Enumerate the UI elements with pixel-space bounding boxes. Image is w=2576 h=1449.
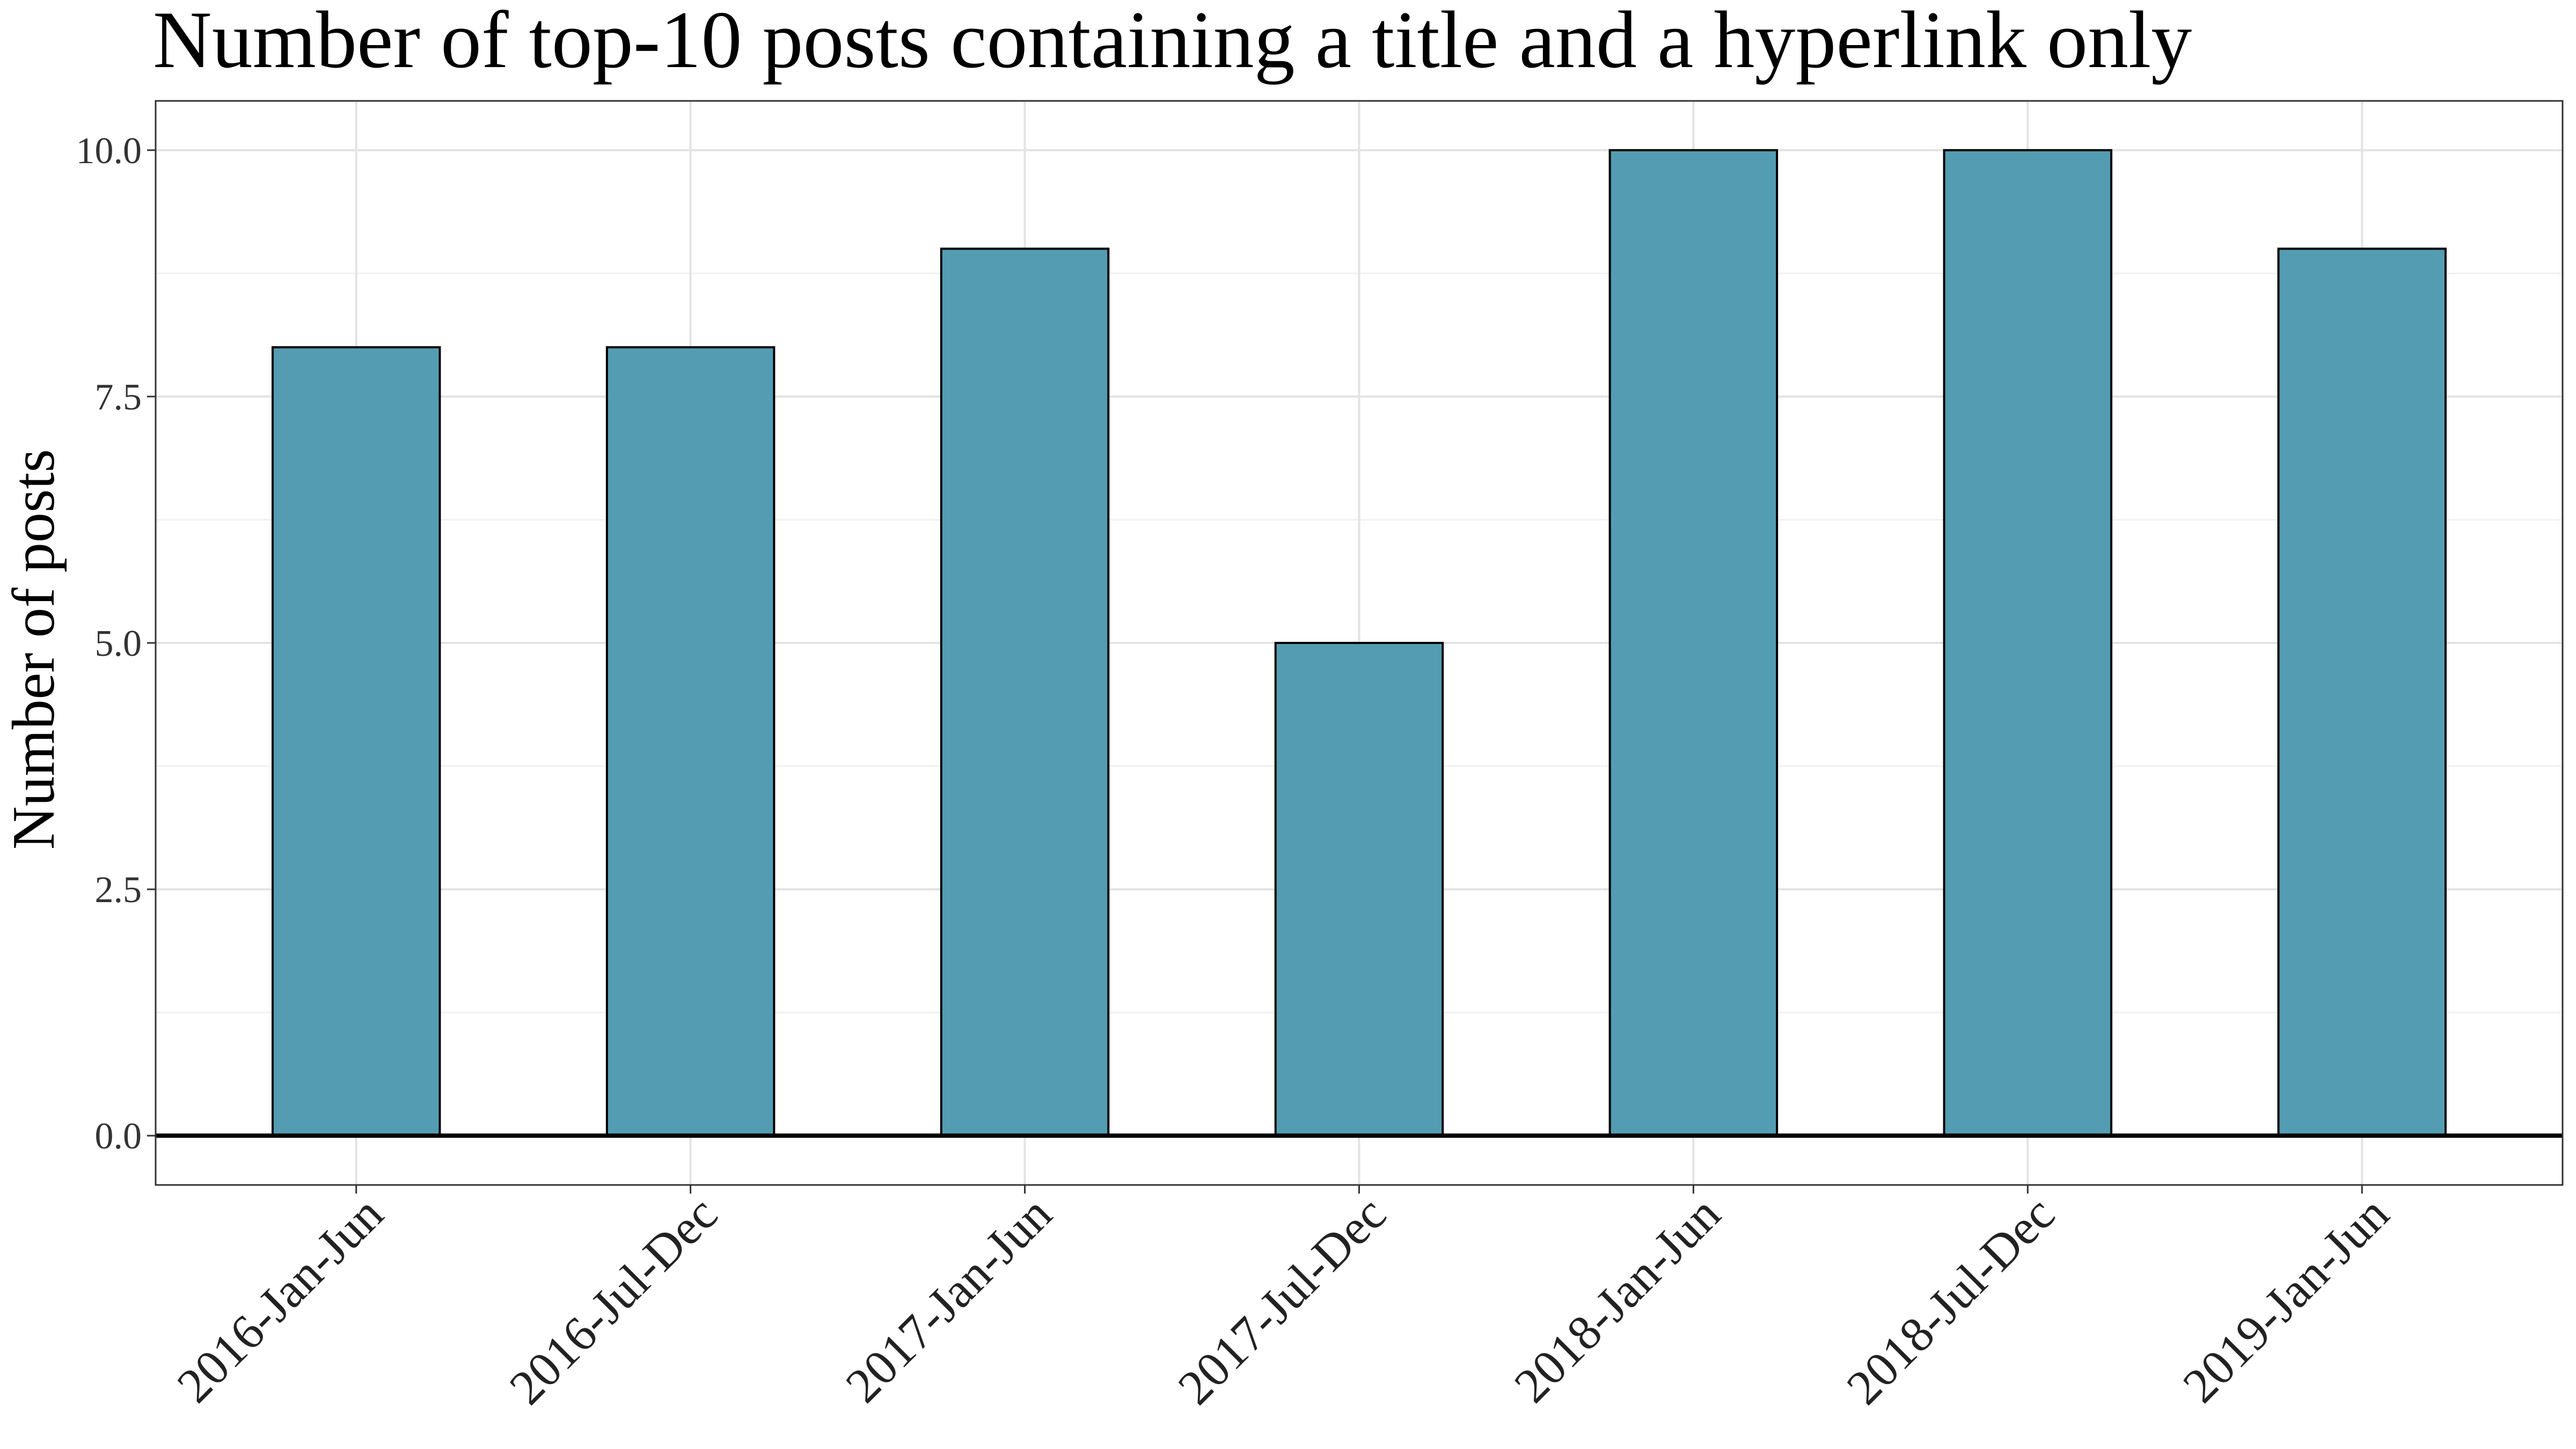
x-tick-label: 2016-Jul-Dec — [499, 1186, 728, 1415]
x-tick-label: 2017-Jul-Dec — [1167, 1186, 1396, 1415]
x-tick-label: 2016-Jan-Jun — [166, 1186, 393, 1413]
x-tick-label: 2019-Jan-Jun — [2172, 1186, 2399, 1413]
bar-2018-Jul-Dec — [1943, 149, 2113, 1137]
plot-area: 0.0 2.5 5.0 7.5 10.0 2016-Jan-Jun 2016-Jul-Dec… — [76, 100, 2564, 1415]
y-tick-label: 0.0 — [95, 1116, 142, 1157]
y-tick-label: 10.0 — [76, 130, 142, 172]
bar-2019-Jan-Jun — [2277, 247, 2447, 1137]
bar-2016-Jul-Dec — [605, 346, 775, 1137]
bar-2017-Jan-Jun — [940, 247, 1110, 1137]
bar-2016-Jan-Jun — [272, 346, 441, 1137]
x-tick-label: 2018-Jan-Jun — [1504, 1186, 1731, 1413]
bar-2017-Jul-Dec — [1274, 642, 1444, 1137]
y-tick-label: 5.0 — [95, 623, 142, 664]
bar-2018-Jan-Jun — [1608, 149, 1779, 1137]
y-tick-label: 2.5 — [95, 869, 142, 911]
chart-title: Number of top-10 posts containing a titl… — [153, 0, 2192, 85]
y-axis-label: Number of posts — [1, 449, 67, 850]
x-tick-label: 2017-Jan-Jun — [835, 1186, 1062, 1413]
x-tick-label: 2018-Jul-Dec — [1836, 1186, 2065, 1415]
y-tick-label: 7.5 — [95, 377, 142, 418]
